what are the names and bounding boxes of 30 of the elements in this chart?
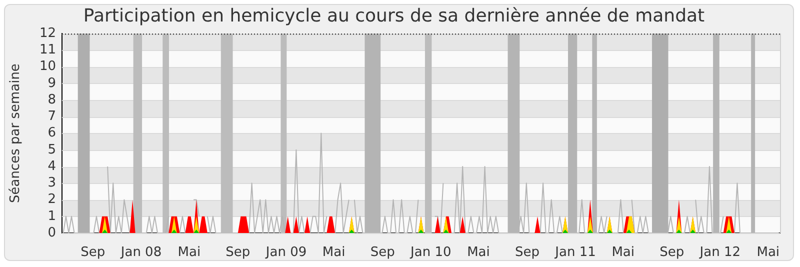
y-tick-label: 2 [48, 192, 56, 208]
x-tick-label: Mai [756, 245, 780, 260]
x-tick-label: Jan 12 [698, 245, 741, 260]
x-tick-label: Sep [226, 245, 250, 260]
y-tick-label: 7 [48, 109, 56, 124]
y-tick-label: 8 [48, 92, 56, 108]
x-tick-label: Mai [467, 245, 490, 260]
y-tick-label: 0 [48, 225, 56, 240]
y-axis-title: Séances par semaine [8, 64, 24, 204]
x-tick-label: Sep [370, 245, 395, 260]
y-tick-label: 9 [48, 76, 56, 91]
x-tick-label: Mai [612, 245, 634, 260]
x-tick-label: Sep [80, 245, 106, 260]
x-tick-label: Mai [178, 245, 201, 260]
x-tick-label: Sep [514, 245, 540, 260]
chart-title: Participation en hemicycle au cours de sa dernière année de mandat [83, 5, 705, 26]
y-tick-label: 12 [39, 26, 56, 41]
x-tick-label: Jan 11 [554, 245, 596, 260]
y-tick-label: 11 [39, 42, 56, 58]
x-tick-label: Sep [660, 245, 684, 260]
y-tick-label: 6 [48, 126, 56, 141]
y-tick-label: 3 [48, 176, 56, 191]
y-tick-label: 4 [48, 158, 56, 174]
x-tick-label: Jan 10 [410, 245, 452, 260]
y-tick-label: 5 [48, 142, 56, 158]
x-tick-label: Jan 09 [264, 245, 307, 260]
x-tick-label: Jan 08 [120, 245, 162, 260]
x-tick-label: Mai [322, 245, 346, 260]
y-tick-label: 1 [48, 208, 56, 224]
y-tick-label: 10 [39, 59, 56, 74]
